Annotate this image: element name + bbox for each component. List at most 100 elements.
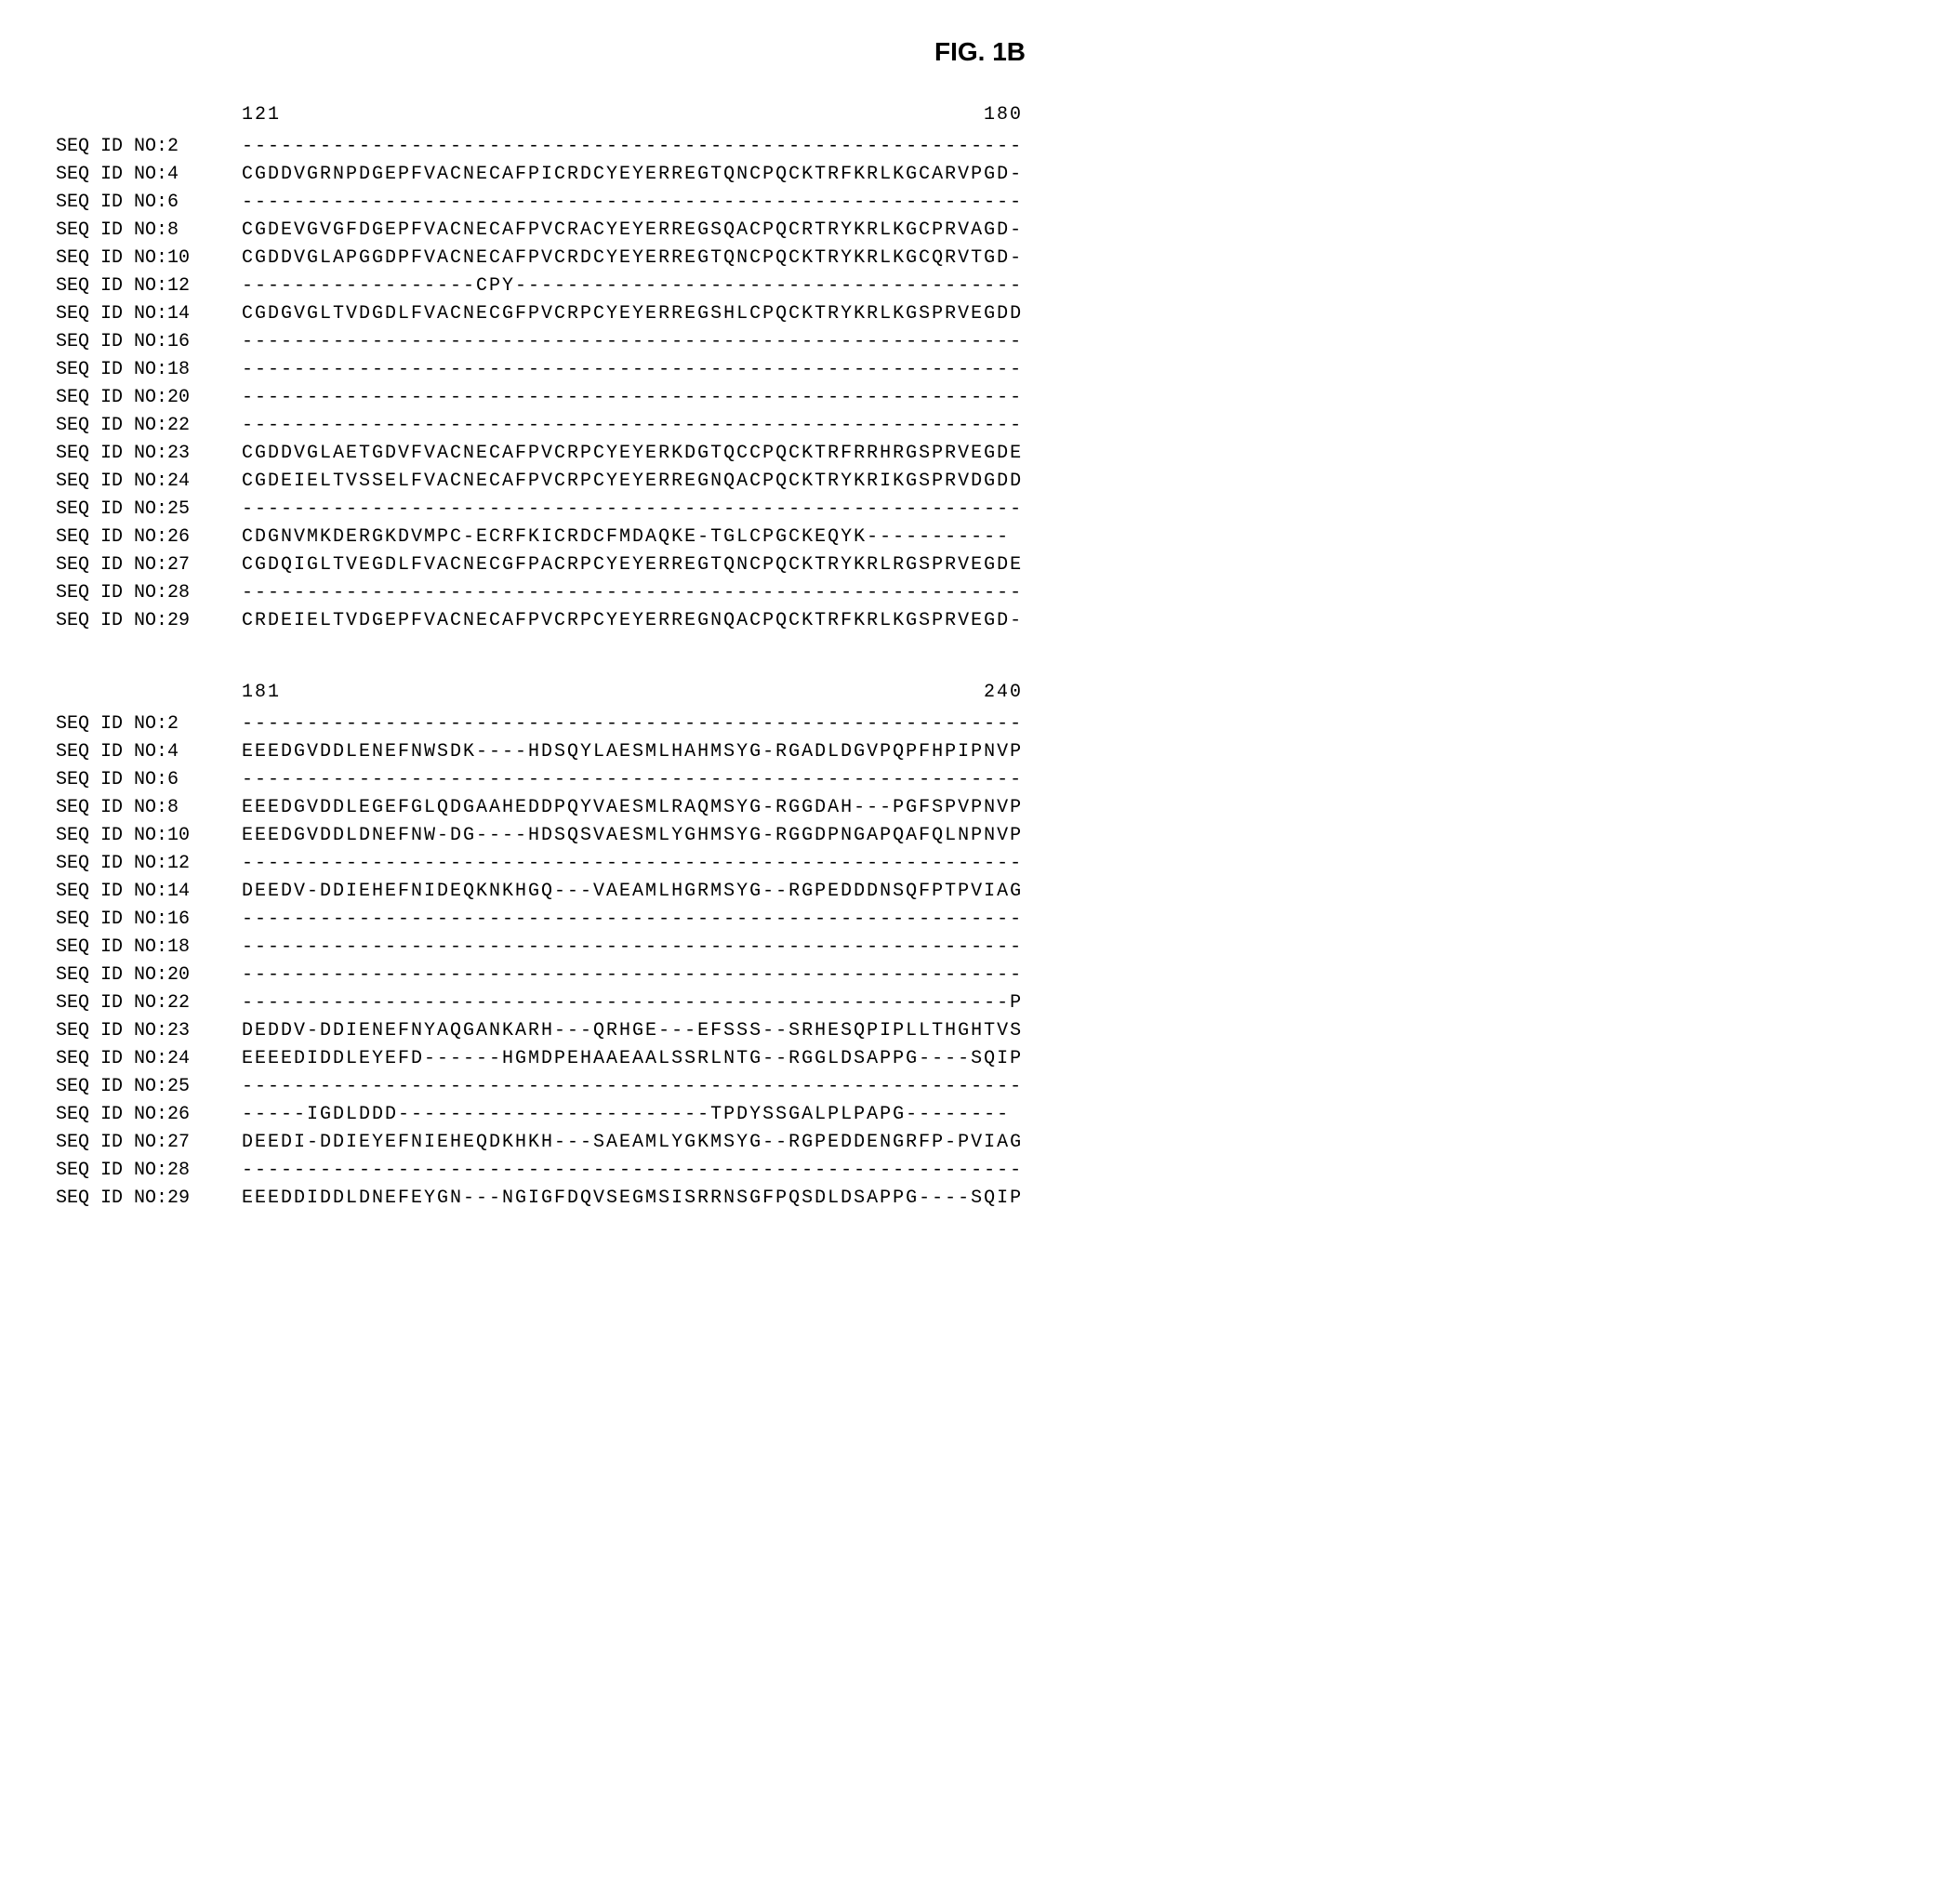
sequence-id-label: SEQ ID NO:23 — [56, 1017, 242, 1045]
sequence-row: SEQ ID NO:4EEEDGVDDLENEFNWSDK----HDSQYLA… — [56, 738, 1904, 766]
sequence-row: SEQ ID NO:14CGDGVGLTVDGDLFVACNECGFPVCRPC… — [56, 300, 1904, 328]
sequence-id-label: SEQ ID NO:20 — [56, 384, 242, 412]
sequence-text: DEEDI-DDIEYEFNIEHEQDKHKH---SAEAMLYGKMSYG… — [242, 1129, 1904, 1157]
sequence-id-label: SEQ ID NO:4 — [56, 161, 242, 189]
sequence-id-label: SEQ ID NO:27 — [56, 551, 242, 579]
alignment-block: 181240SEQ ID NO:2-----------------------… — [56, 682, 1904, 1213]
figure-title: FIG. 1B — [56, 37, 1904, 67]
sequence-id-label: SEQ ID NO:22 — [56, 412, 242, 440]
sequence-row: SEQ ID NO:6-----------------------------… — [56, 189, 1904, 217]
sequence-text: ----------------------------------------… — [242, 934, 1904, 962]
sequence-text: ----------------------------------------… — [242, 850, 1904, 878]
sequence-text: EEEEDIDDLEYEFD------HGMDPEHAAEAALSSRLNTG… — [242, 1045, 1904, 1073]
sequence-text: ----------------------------------------… — [242, 766, 1904, 794]
range-label-spacer — [56, 682, 242, 703]
sequence-row: SEQ ID NO:26-----IGDLDDD----------------… — [56, 1101, 1904, 1129]
sequence-id-label: SEQ ID NO:14 — [56, 878, 242, 906]
sequence-text: CGDDVGRNPDGEPFVACNECAFPICRDCYEYERREGTQNC… — [242, 161, 1904, 189]
sequence-row: SEQ ID NO:14DEEDV-DDIEHEFNIDEQKNKHGQ---V… — [56, 878, 1904, 906]
sequence-row: SEQ ID NO:12------------------CPY-------… — [56, 272, 1904, 300]
sequence-id-label: SEQ ID NO:14 — [56, 300, 242, 328]
range-numbers: 121180 — [242, 104, 1904, 126]
sequence-text: CGDDVGLAETGDVFVACNECAFPVCRPCYEYERKDGTQCC… — [242, 440, 1904, 468]
sequence-text: ----------------------------------------… — [242, 1073, 1904, 1101]
sequence-id-label: SEQ ID NO:6 — [56, 766, 242, 794]
sequence-id-label: SEQ ID NO:2 — [56, 133, 242, 161]
sequence-text: ----------------------------------------… — [242, 710, 1904, 738]
sequence-text: ----------------------------------------… — [242, 579, 1904, 607]
sequence-row: SEQ ID NO:16----------------------------… — [56, 906, 1904, 934]
sequence-row: SEQ ID NO:18----------------------------… — [56, 356, 1904, 384]
sequence-text: EEEDGVDDLDNEFNW-DG----HDSQSVAESMLYGHMSYG… — [242, 822, 1904, 850]
sequence-text: ----------------------------------------… — [242, 496, 1904, 524]
sequence-text: -----IGDLDDD------------------------TPDY… — [242, 1101, 1904, 1129]
sequence-row: SEQ ID NO:16----------------------------… — [56, 328, 1904, 356]
sequence-text: ----------------------------------------… — [242, 962, 1904, 989]
sequence-row: SEQ ID NO:2-----------------------------… — [56, 133, 1904, 161]
sequence-row: SEQ ID NO:20----------------------------… — [56, 384, 1904, 412]
sequence-text: ----------------------------------------… — [242, 356, 1904, 384]
sequence-text: EEEDDIDDLDNEFEYGN---NGIGFDQVSEGMSISRRNSG… — [242, 1185, 1904, 1213]
sequence-id-label: SEQ ID NO:23 — [56, 440, 242, 468]
sequence-row: SEQ ID NO:12----------------------------… — [56, 850, 1904, 878]
sequence-text: CRDEIELTVDGEPFVACNECAFPVCRPCYEYERREGNQAC… — [242, 607, 1904, 635]
sequence-id-label: SEQ ID NO:10 — [56, 245, 242, 272]
sequence-id-label: SEQ ID NO:8 — [56, 794, 242, 822]
sequence-id-label: SEQ ID NO:18 — [56, 356, 242, 384]
sequence-id-label: SEQ ID NO:16 — [56, 906, 242, 934]
sequence-text: CGDQIGLTVEGDLFVACNECGFPACRPCYEYERREGTQNC… — [242, 551, 1904, 579]
sequence-id-label: SEQ ID NO:22 — [56, 989, 242, 1017]
sequence-row: SEQ ID NO:22----------------------------… — [56, 412, 1904, 440]
sequence-id-label: SEQ ID NO:28 — [56, 579, 242, 607]
alignment-block: 121180SEQ ID NO:2-----------------------… — [56, 104, 1904, 635]
sequence-text: ------------------CPY-------------------… — [242, 272, 1904, 300]
sequence-row: SEQ ID NO:10EEEDGVDDLDNEFNW-DG----HDSQSV… — [56, 822, 1904, 850]
sequence-row: SEQ ID NO:24EEEEDIDDLEYEFD------HGMDPEHA… — [56, 1045, 1904, 1073]
sequence-id-label: SEQ ID NO:8 — [56, 217, 242, 245]
sequence-id-label: SEQ ID NO:18 — [56, 934, 242, 962]
sequence-row: SEQ ID NO:8CGDEVGVGFDGEPFVACNECAFPVCRACY… — [56, 217, 1904, 245]
sequence-id-label: SEQ ID NO:16 — [56, 328, 242, 356]
sequence-id-label: SEQ ID NO:25 — [56, 1073, 242, 1101]
range-start: 181 — [242, 682, 281, 703]
sequence-row: SEQ ID NO:28----------------------------… — [56, 1157, 1904, 1185]
sequence-text: ----------------------------------------… — [242, 384, 1904, 412]
sequence-row: SEQ ID NO:20----------------------------… — [56, 962, 1904, 989]
sequence-row: SEQ ID NO:4CGDDVGRNPDGEPFVACNECAFPICRDCY… — [56, 161, 1904, 189]
sequence-id-label: SEQ ID NO:28 — [56, 1157, 242, 1185]
sequence-id-label: SEQ ID NO:2 — [56, 710, 242, 738]
sequence-text: CGDGVGLTVDGDLFVACNECGFPVCRPCYEYERREGSHLC… — [242, 300, 1904, 328]
sequence-id-label: SEQ ID NO:20 — [56, 962, 242, 989]
sequence-text: CGDEVGVGFDGEPFVACNECAFPVCRACYEYERREGSQAC… — [242, 217, 1904, 245]
sequence-id-label: SEQ ID NO:10 — [56, 822, 242, 850]
sequence-row: SEQ ID NO:24CGDEIELTVSSELFVACNECAFPVCRPC… — [56, 468, 1904, 496]
sequence-row: SEQ ID NO:2-----------------------------… — [56, 710, 1904, 738]
position-range-row: 121180 — [56, 104, 1904, 126]
sequence-row: SEQ ID NO:23CGDDVGLAETGDVFVACNECAFPVCRPC… — [56, 440, 1904, 468]
sequence-text: ----------------------------------------… — [242, 989, 1904, 1017]
range-start: 121 — [242, 104, 281, 126]
sequence-row: SEQ ID NO:27CGDQIGLTVEGDLFVACNECGFPACRPC… — [56, 551, 1904, 579]
sequence-text: CDGNVMKDERGKDVMPC-ECRFKICRDCFMDAQKE-TGLC… — [242, 524, 1904, 551]
sequence-row: SEQ ID NO:29EEEDDIDDLDNEFEYGN---NGIGFDQV… — [56, 1185, 1904, 1213]
range-end: 240 — [984, 682, 1023, 703]
sequence-row: SEQ ID NO:29CRDEIELTVDGEPFVACNECAFPVCRPC… — [56, 607, 1904, 635]
sequence-text: ----------------------------------------… — [242, 133, 1904, 161]
sequence-text: DEDDV-DDIENEFNYAQGANKARH---QRHGE---EFSSS… — [242, 1017, 1904, 1045]
sequence-row: SEQ ID NO:22----------------------------… — [56, 989, 1904, 1017]
sequence-row: SEQ ID NO:23DEDDV-DDIENEFNYAQGANKARH---Q… — [56, 1017, 1904, 1045]
sequence-id-label: SEQ ID NO:29 — [56, 1185, 242, 1213]
range-label-spacer — [56, 104, 242, 126]
range-numbers: 181 240 — [242, 682, 1904, 703]
sequence-row: SEQ ID NO:6-----------------------------… — [56, 766, 1904, 794]
sequence-id-label: SEQ ID NO:24 — [56, 1045, 242, 1073]
sequence-id-label: SEQ ID NO:25 — [56, 496, 242, 524]
sequence-text: CGDDVGLAPGGDPFVACNECAFPVCRDCYEYERREGTQNC… — [242, 245, 1904, 272]
sequence-text: ----------------------------------------… — [242, 189, 1904, 217]
sequence-text: EEEDGVDDLEGEFGLQDGAAHEDDPQYVAESMLRAQMSYG… — [242, 794, 1904, 822]
position-range-row: 181 240 — [56, 682, 1904, 703]
sequence-text: ----------------------------------------… — [242, 328, 1904, 356]
sequence-id-label: SEQ ID NO:26 — [56, 1101, 242, 1129]
sequence-alignment: 121180SEQ ID NO:2-----------------------… — [56, 104, 1904, 1213]
sequence-id-label: SEQ ID NO:29 — [56, 607, 242, 635]
